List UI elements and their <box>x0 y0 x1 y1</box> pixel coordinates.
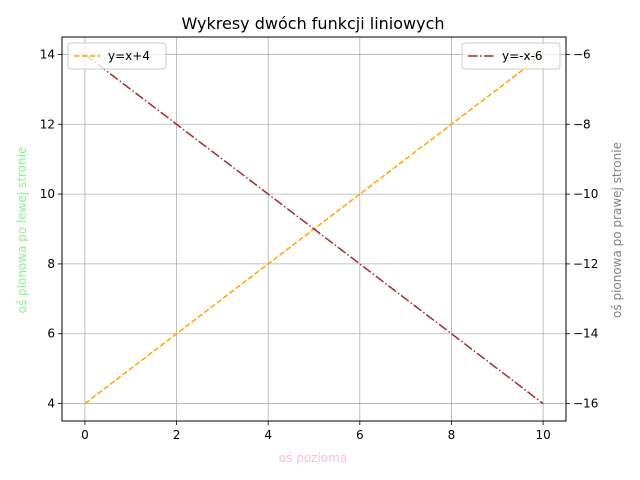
y-left-tick-label: 8 <box>47 257 55 271</box>
y-left-axis-label: oś pionowa po lewej stronie <box>15 147 29 314</box>
x-tick-label: 10 <box>535 428 550 442</box>
y-left-tick-label: 14 <box>40 47 55 61</box>
legend-box <box>67 42 167 70</box>
series-layer <box>84 53 544 405</box>
x-axis-label: oś pozioma <box>279 451 347 465</box>
y-left-tick-label: 12 <box>40 117 55 131</box>
y-right-tick-label: −8 <box>573 117 591 131</box>
legend-label: y=-x-6 <box>502 49 543 63</box>
x-tick-label: 4 <box>264 428 272 442</box>
y-right-tick-label: −6 <box>573 47 591 61</box>
legend-2: y=-x-6 <box>461 42 561 70</box>
y-right-tick-label: −12 <box>573 257 598 271</box>
legends: y=x+4 y=-x-6 <box>67 42 561 70</box>
x-tick-label: 8 <box>448 428 456 442</box>
series-line-2 <box>84 53 544 405</box>
x-tick-label: 0 <box>81 428 89 442</box>
y-right-axis-label: oś pionowa po prawej stronie <box>610 142 624 318</box>
chart-title: Wykresy dwóch funkcji liniowych <box>182 14 445 33</box>
ticks: 0 2 4 6 8 10 4 6 8 10 12 14 −16 −14 −12 −10 −8 −6 <box>40 47 599 442</box>
y-left-tick-label: 10 <box>40 187 55 201</box>
y-left-tick-label: 4 <box>47 397 55 411</box>
y-left-tick-label: 6 <box>47 327 55 341</box>
y-right-tick-label: −14 <box>573 327 598 341</box>
legend-box <box>461 42 561 70</box>
x-tick-label: 2 <box>173 428 181 442</box>
x-tick-label: 6 <box>356 428 364 442</box>
y-right-tick-label: −10 <box>573 187 598 201</box>
legend-1: y=x+4 <box>67 42 167 70</box>
legend-label: y=x+4 <box>108 49 150 63</box>
plot-frame <box>61 36 567 422</box>
y-right-tick-label: −16 <box>573 397 598 411</box>
